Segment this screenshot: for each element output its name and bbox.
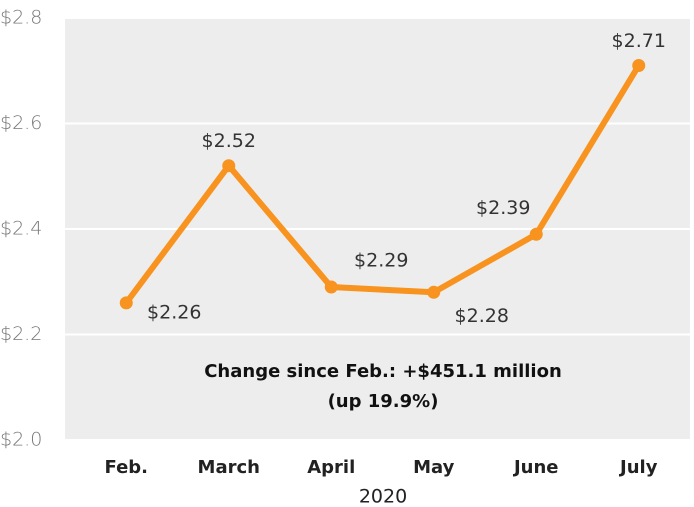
data-label: $2.71 <box>612 30 666 52</box>
data-label: $2.52 <box>202 130 256 152</box>
point <box>632 58 646 72</box>
point <box>119 296 133 310</box>
x-axis-label: 2020 <box>359 486 407 507</box>
data-label: $2.39 <box>476 197 530 219</box>
annotation: (up 19.9%) <box>328 391 439 412</box>
annotation: Change since Feb.: +$451.1 million <box>204 361 562 382</box>
y-tick-label: $2.8 <box>0 7 42 29</box>
y-tick-label: $2.2 <box>0 323 42 345</box>
data-label: $2.29 <box>354 250 408 272</box>
data-label: $2.28 <box>455 305 509 327</box>
line <box>123 63 642 305</box>
point <box>529 227 543 241</box>
x-tick-label: July <box>618 457 658 478</box>
point <box>222 159 236 173</box>
x-tick-label: June <box>512 457 559 478</box>
data-label: $2.26 <box>147 301 201 323</box>
y-tick-label: $2.6 <box>0 112 42 134</box>
point <box>324 280 338 294</box>
x-tick-label: March <box>198 457 260 478</box>
y-tick-label: $2.4 <box>0 218 42 240</box>
y-tick-label: $2.0 <box>0 429 42 451</box>
x-tick-label: April <box>307 457 355 478</box>
x-tick-label: May <box>413 457 455 478</box>
point <box>427 285 441 299</box>
x-tick-label: Feb. <box>105 457 149 478</box>
